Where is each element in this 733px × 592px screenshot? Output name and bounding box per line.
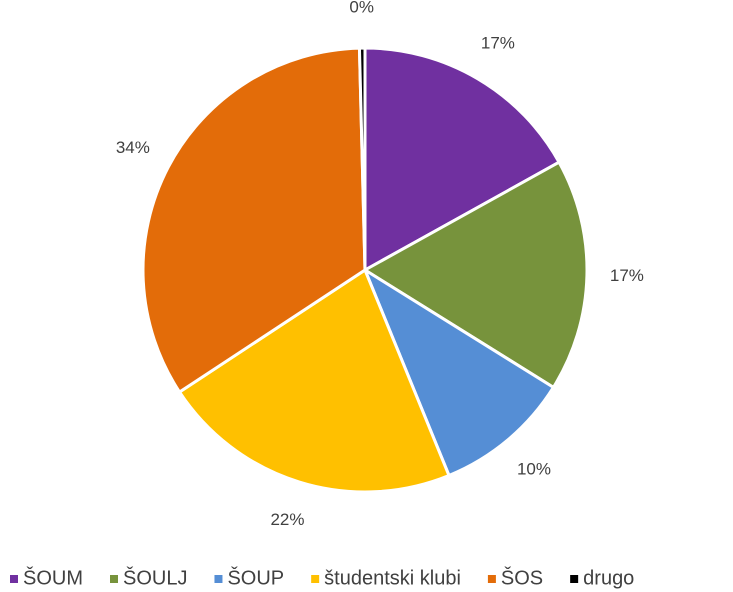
data-label: 17% xyxy=(610,266,644,285)
data-label: 17% xyxy=(481,34,515,53)
legend-label: študentski klubi xyxy=(324,567,461,589)
data-label: 34% xyxy=(116,138,150,157)
pie-slice xyxy=(357,46,367,272)
legend-swatch xyxy=(570,575,579,583)
data-label: 22% xyxy=(270,510,304,529)
pie-slice xyxy=(178,268,451,494)
legend-label: ŠOS xyxy=(501,566,543,589)
legend-swatch xyxy=(214,575,223,583)
data-label: 0% xyxy=(349,0,374,17)
legend-label: ŠOULJ xyxy=(123,566,187,589)
legend-swatch xyxy=(110,575,118,583)
pie-slice xyxy=(363,268,555,477)
legend-label: ŠOUM xyxy=(23,566,83,589)
pie-slice xyxy=(141,46,367,394)
legend-swatch xyxy=(487,575,496,583)
pie-slice xyxy=(363,46,561,272)
legend-label: ŠOUP xyxy=(227,566,284,589)
pie-slice xyxy=(363,160,589,389)
legend-label: drugo xyxy=(583,567,634,589)
legend-swatch xyxy=(311,575,320,583)
legend-swatch xyxy=(10,575,18,583)
data-label: 10% xyxy=(517,460,551,479)
